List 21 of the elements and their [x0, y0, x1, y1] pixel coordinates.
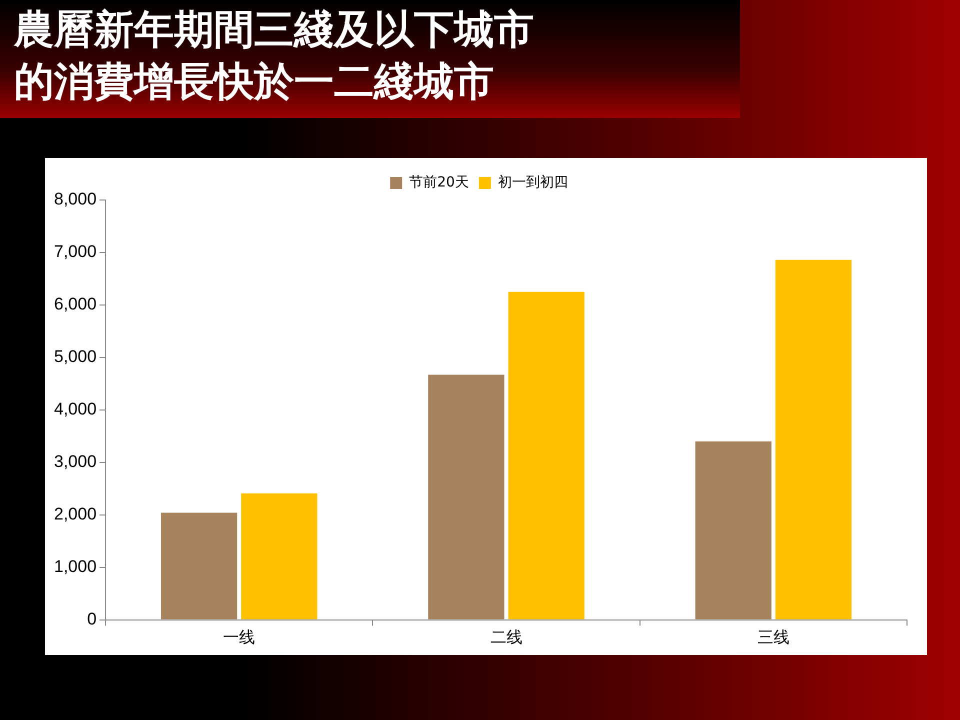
bar: [241, 493, 318, 620]
y-tick-label: 6,000: [54, 294, 97, 314]
y-tick-label: 2,000: [54, 504, 97, 524]
x-tick-label: 一线: [223, 628, 256, 647]
y-tick-label: 5,000: [54, 347, 97, 366]
y-tick-label: 0: [87, 609, 97, 628]
bar: [508, 292, 584, 620]
bar: [775, 260, 852, 620]
bar: [160, 512, 238, 620]
y-tick-label: 4,000: [54, 400, 97, 419]
x-tick-label: 三线: [757, 628, 790, 647]
chart-title: 農曆新年期間三綫及以下城市的消費增長快於一二綫城市: [14, 6, 535, 107]
legend-label: 节前20天: [409, 174, 469, 191]
y-tick-label: 7,000: [54, 242, 97, 262]
y-tick-label: 3,000: [54, 452, 97, 472]
y-tick-label: 1,000: [54, 557, 97, 576]
y-tick-label: 8,000: [54, 190, 97, 209]
legend-label: 初一到初四: [498, 174, 568, 191]
x-tick-label: 二线: [490, 628, 522, 647]
bar: [428, 374, 504, 620]
bar: [695, 441, 772, 620]
